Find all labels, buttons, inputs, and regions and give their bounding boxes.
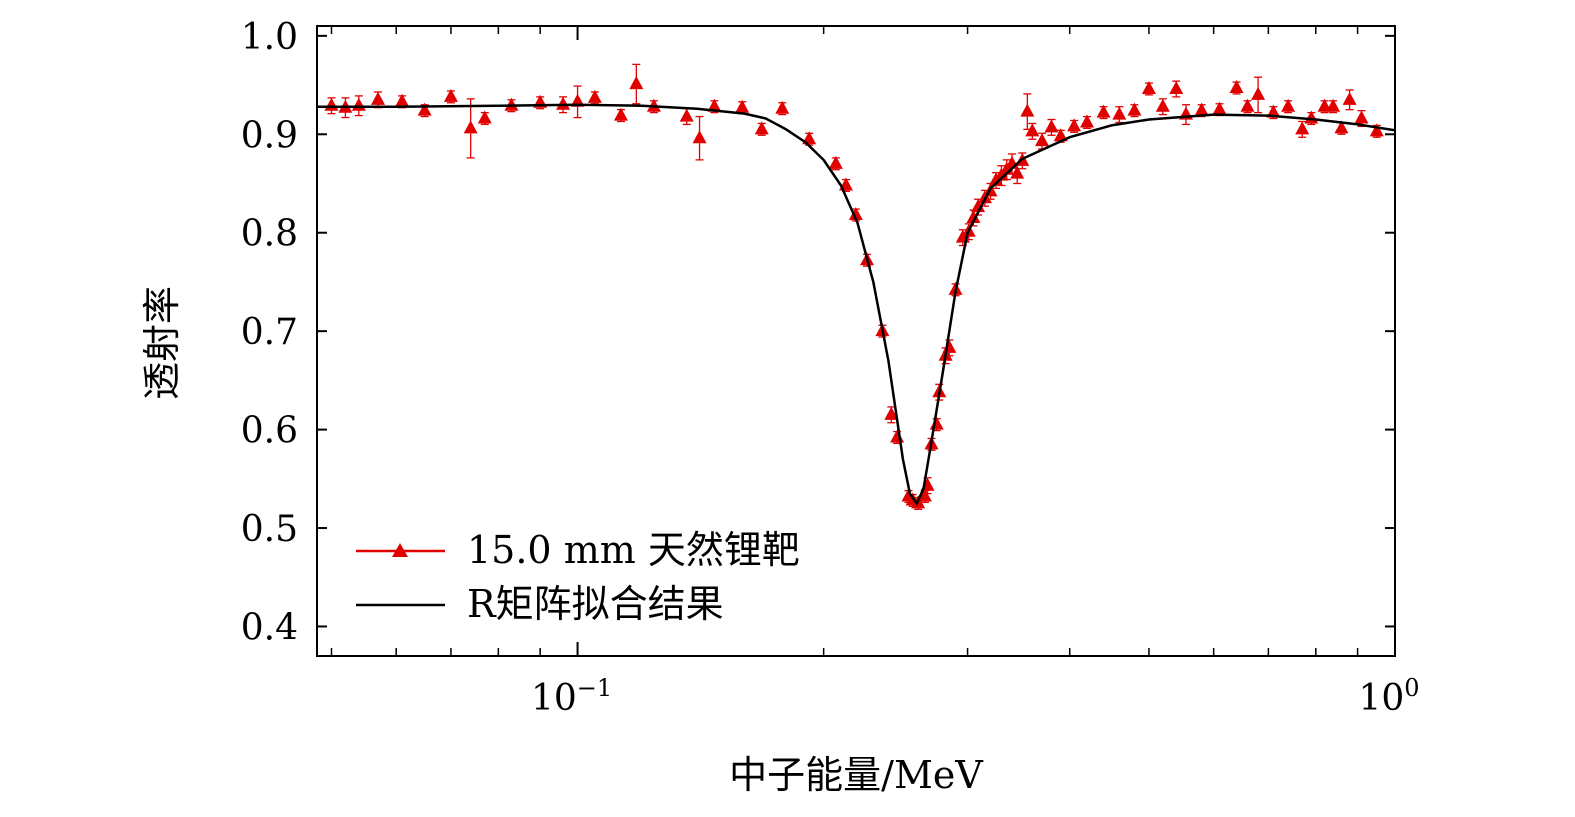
data-point-triangle	[1240, 98, 1255, 112]
data-point-triangle	[1080, 114, 1095, 128]
data-point-triangle	[417, 102, 432, 116]
data-point-triangle	[1155, 98, 1170, 112]
y-axis-label: 透射率	[140, 286, 184, 400]
data-point-triangle	[1025, 123, 1040, 137]
data-point-triangle	[477, 110, 492, 124]
x-axis-label: 中子能量/MeV	[729, 753, 983, 797]
data-point-triangle	[707, 98, 722, 112]
data-point-triangle	[556, 96, 571, 110]
data-point-triangle	[443, 88, 458, 102]
y-tick-label: 0.4	[241, 607, 298, 648]
data-point-triangle	[848, 207, 863, 220]
data-point-triangle	[1112, 106, 1127, 120]
data-point-triangle	[735, 99, 750, 113]
data-point-triangle	[1020, 103, 1035, 117]
y-tick-label: 0.6	[241, 411, 298, 452]
data-point-triangle	[1281, 98, 1296, 112]
data-point-triangle	[917, 488, 932, 502]
legend-triangle-marker	[392, 543, 408, 557]
data-point-triangle	[1229, 80, 1244, 94]
x-tick-label: 10−1	[531, 674, 612, 719]
data-point-triangle	[1044, 119, 1059, 133]
data-point-triangle	[1010, 165, 1025, 179]
data-point-triangle	[1053, 128, 1068, 142]
legend: 15.0 mm 天然锂靶 R矩阵拟合结果	[356, 528, 800, 626]
x-tick-label: 100	[1358, 674, 1419, 719]
y-tick-label: 1.0	[241, 17, 298, 58]
y-tick-label: 0.5	[241, 509, 298, 550]
fit-line	[317, 103, 1395, 506]
legend-label-fit: R矩阵拟合结果	[467, 582, 724, 626]
data-point-triangle	[1334, 120, 1349, 134]
data-point-triangle	[629, 76, 644, 90]
data-point-triangle	[1212, 101, 1227, 115]
data-point-triangle	[692, 130, 707, 144]
data-point-triangle	[828, 155, 843, 169]
data-point-triangle	[1266, 104, 1281, 118]
legend-label-data: 15.0 mm 天然锂靶	[467, 528, 800, 572]
data-point-triangle	[1141, 81, 1156, 94]
data-point-triangle	[966, 209, 981, 223]
data-point-triangle	[1295, 121, 1310, 135]
data-point-triangle	[754, 121, 769, 135]
data-point-triangle	[1354, 110, 1369, 124]
plot-area	[316, 25, 1396, 657]
data-point-triangle	[1067, 118, 1082, 132]
data-point-triangle	[371, 91, 386, 105]
data-point-triangle	[1342, 91, 1357, 105]
data-point-triangle	[1326, 98, 1341, 112]
data-point-triangle	[613, 107, 628, 121]
data-point-triangle	[1169, 81, 1184, 94]
data-point-triangle	[775, 100, 790, 114]
data-point-triangle	[1194, 102, 1209, 116]
data-point-triangle	[463, 120, 478, 134]
x-axis: 10−1 100	[330, 26, 1420, 719]
data-point-triangle	[971, 199, 986, 213]
data-point-triangle	[679, 108, 694, 122]
y-tick-label: 0.7	[241, 312, 298, 353]
data-point-triangle	[395, 93, 410, 107]
y-tick-label: 0.9	[241, 115, 298, 156]
data-point-triangle	[587, 89, 602, 103]
y-axis: 0.4 0.5 0.6 0.7 0.8 0.9 1.0	[241, 17, 1395, 648]
data-point-triangle	[884, 406, 899, 420]
data-point-triangle	[1096, 104, 1111, 118]
data-point-triangle	[1251, 86, 1266, 100]
y-tick-label: 0.8	[241, 214, 298, 255]
data-point-triangle	[504, 97, 519, 111]
data-point-triangle	[1369, 123, 1384, 137]
data-point-triangle	[1035, 133, 1050, 147]
data-point-triangle	[1127, 102, 1142, 116]
